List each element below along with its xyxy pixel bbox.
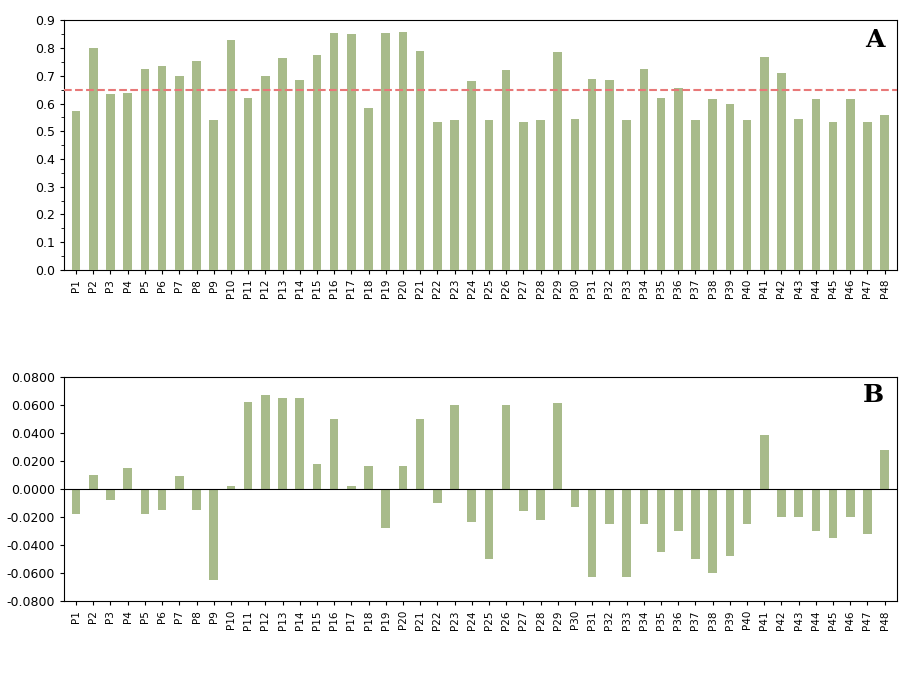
Bar	[863, 122, 872, 270]
Bar	[227, 40, 235, 270]
Bar	[227, 486, 235, 489]
Bar	[433, 122, 442, 270]
Bar	[622, 120, 631, 270]
Bar	[468, 81, 476, 270]
Bar	[743, 489, 751, 524]
Bar	[760, 57, 769, 270]
Bar	[846, 100, 855, 270]
Bar	[536, 120, 545, 270]
Bar	[743, 120, 751, 270]
Bar	[622, 489, 631, 577]
Bar	[519, 122, 528, 270]
Text: A: A	[865, 28, 884, 52]
Bar	[124, 468, 132, 489]
Bar	[278, 58, 286, 270]
Bar	[329, 33, 339, 270]
Bar	[347, 486, 356, 489]
Bar	[347, 34, 356, 270]
Bar	[433, 489, 442, 503]
Bar	[691, 489, 700, 559]
Bar	[261, 76, 270, 270]
Bar	[794, 489, 803, 517]
Bar	[605, 80, 614, 270]
Bar	[657, 489, 665, 552]
Bar	[571, 119, 579, 270]
Bar	[588, 489, 597, 577]
Bar	[777, 489, 786, 517]
Bar	[708, 489, 717, 573]
Bar	[640, 489, 648, 524]
Bar	[382, 33, 390, 270]
Bar	[210, 120, 218, 270]
Bar	[726, 489, 734, 556]
Bar	[399, 31, 407, 270]
Bar	[329, 419, 339, 489]
Bar	[880, 449, 889, 489]
Bar	[89, 475, 98, 489]
Bar	[674, 489, 683, 531]
Bar	[554, 403, 562, 489]
Bar	[296, 80, 304, 270]
Bar	[485, 489, 493, 559]
Bar	[415, 419, 425, 489]
Bar	[157, 66, 167, 270]
Bar	[278, 398, 286, 489]
Bar	[846, 489, 855, 517]
Bar	[313, 464, 321, 489]
Bar	[519, 489, 528, 512]
Bar	[313, 55, 321, 270]
Bar	[468, 489, 476, 522]
Bar	[657, 98, 665, 270]
Bar	[175, 476, 184, 489]
Bar	[89, 48, 98, 270]
Bar	[588, 79, 597, 270]
Bar	[829, 489, 837, 538]
Bar	[674, 88, 683, 270]
Bar	[794, 119, 803, 270]
Bar	[364, 108, 372, 270]
Bar	[71, 489, 81, 514]
Bar	[708, 100, 717, 270]
Bar	[450, 404, 458, 489]
Bar	[691, 120, 700, 270]
Bar	[157, 489, 167, 510]
Bar	[192, 489, 200, 510]
Bar	[726, 104, 734, 270]
Bar	[106, 94, 114, 270]
Bar	[571, 489, 579, 507]
Bar	[812, 489, 820, 531]
Bar	[243, 98, 253, 270]
Bar	[364, 466, 372, 489]
Bar	[243, 402, 253, 489]
Bar	[502, 70, 511, 270]
Bar	[863, 489, 872, 533]
Bar	[812, 100, 820, 270]
Bar	[71, 111, 81, 270]
Bar	[192, 61, 200, 270]
Bar	[296, 398, 304, 489]
Bar	[141, 489, 149, 514]
Bar	[210, 489, 218, 580]
Bar	[106, 489, 114, 500]
Text: B: B	[863, 383, 884, 407]
Bar	[175, 76, 184, 270]
Bar	[502, 404, 511, 489]
Bar	[605, 489, 614, 524]
Bar	[554, 53, 562, 270]
Bar	[261, 395, 270, 489]
Bar	[640, 69, 648, 270]
Bar	[382, 489, 390, 528]
Bar	[760, 436, 769, 489]
Bar	[141, 69, 149, 270]
Bar	[450, 120, 458, 270]
Bar	[880, 115, 889, 270]
Bar	[415, 51, 425, 270]
Bar	[777, 73, 786, 270]
Bar	[399, 466, 407, 489]
Bar	[124, 93, 132, 270]
Bar	[536, 489, 545, 520]
Bar	[485, 120, 493, 270]
Bar	[829, 122, 837, 270]
